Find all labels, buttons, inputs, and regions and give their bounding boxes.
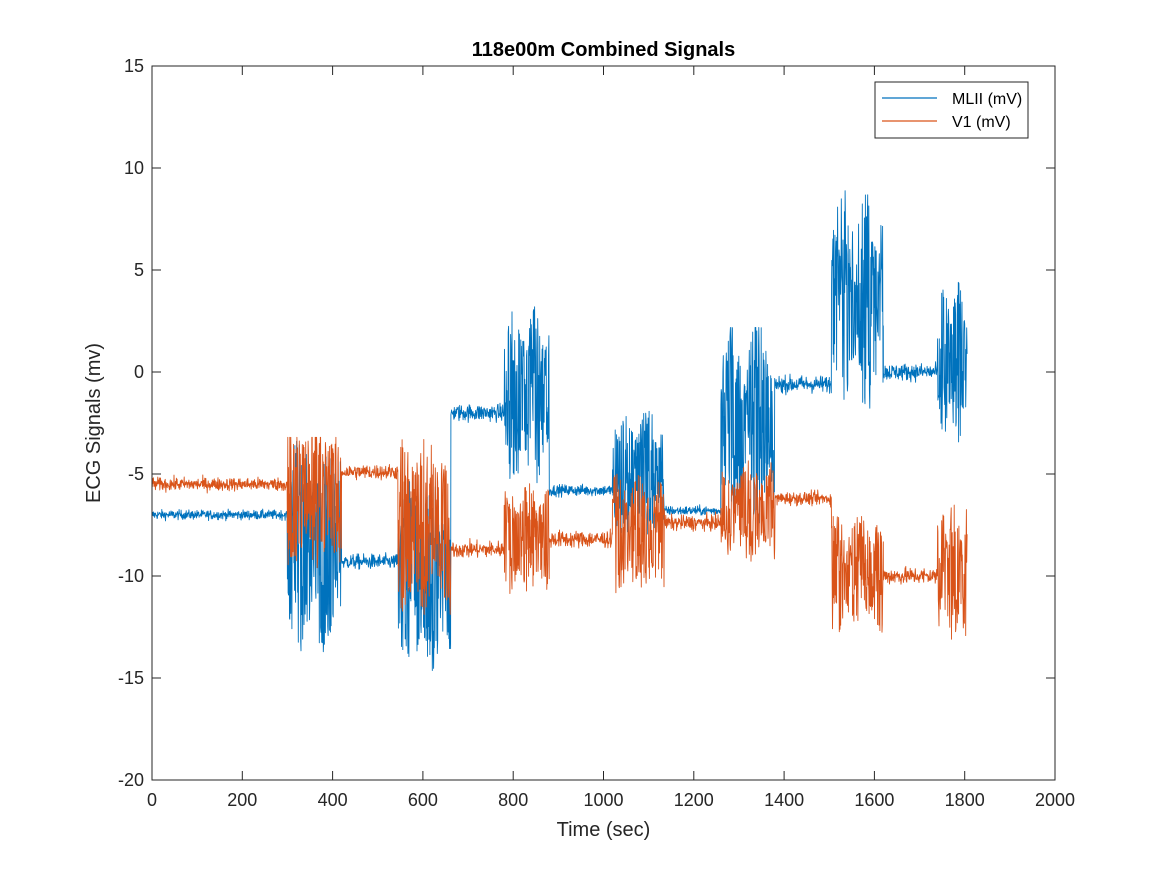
series-line-v1 — [151, 436, 968, 640]
x-tick-label: 800 — [498, 790, 528, 810]
chart-title: 118e00m Combined Signals — [472, 39, 735, 61]
y-tick-label: 5 — [134, 260, 144, 280]
legend-label-mlii: MLII (mV) — [952, 91, 1022, 108]
series-line-mlii — [151, 190, 968, 671]
x-tick-label: 600 — [408, 790, 438, 810]
y-tick-label: 10 — [124, 158, 144, 178]
y-tick-label: 0 — [134, 362, 144, 382]
x-tick-label: 1600 — [854, 790, 894, 810]
x-tick-label: 1800 — [945, 790, 985, 810]
x-tick-label: 1000 — [583, 790, 623, 810]
y-tick-label: -5 — [128, 464, 144, 484]
legend-label-v1: V1 (mV) — [952, 114, 1011, 131]
y-tick-label: -15 — [118, 668, 144, 688]
x-axis-label: Time (sec) — [557, 819, 651, 841]
x-tick-label: 2000 — [1035, 790, 1075, 810]
y-axis-label: ECG Signals (mv) — [83, 343, 105, 503]
legend: MLII (mV) V1 (mV) — [874, 81, 1029, 139]
ticks-layer: 0 200 400 600 800 1000 1200 1400 1600 1800 2000 -20… — [118, 56, 1075, 810]
y-tick-label: -20 — [118, 770, 144, 790]
x-tick-label: 200 — [227, 790, 257, 810]
x-tick-label: 0 — [147, 790, 157, 810]
legend-box — [874, 81, 1029, 139]
x-tick-label: 1200 — [674, 790, 714, 810]
y-tick-label: 15 — [124, 56, 144, 76]
series-layer — [151, 190, 968, 671]
x-tick-label: 1400 — [764, 790, 804, 810]
plot-area — [152, 66, 1055, 780]
y-tick-label: -10 — [118, 566, 144, 586]
x-tick-label: 400 — [318, 790, 348, 810]
